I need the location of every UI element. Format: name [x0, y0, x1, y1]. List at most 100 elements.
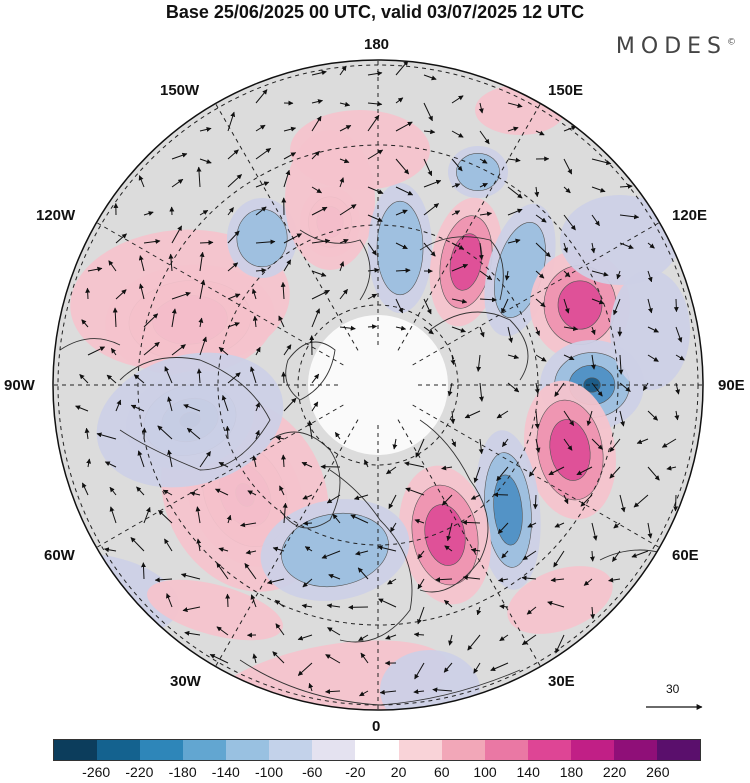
wind-arrow	[423, 74, 437, 81]
wind-arrow	[507, 354, 520, 360]
wind-arrow	[619, 242, 634, 249]
wind-arrow	[507, 326, 514, 344]
wind-arrow	[255, 239, 276, 245]
wind-arrow	[199, 158, 212, 164]
wind-arrow	[274, 599, 285, 608]
wind-arrow	[395, 60, 409, 76]
wind-arrow	[218, 461, 229, 468]
wind-arrow	[435, 577, 453, 583]
wind-arrow	[378, 598, 397, 608]
wind-arrow	[297, 634, 313, 641]
wind-arrow	[586, 410, 593, 426]
colorbar-tick-label: -180	[168, 764, 197, 780]
wind-arrow	[199, 279, 206, 300]
wind-arrow	[647, 354, 659, 362]
colorbar-cell	[656, 740, 700, 760]
wind-arrow	[534, 382, 540, 394]
wind-arrow	[171, 308, 177, 328]
wind-arrow	[591, 382, 603, 397]
wind-arrow	[478, 102, 484, 114]
wind-arrow	[244, 563, 257, 580]
wind-arrow	[522, 550, 537, 561]
wind-arrow	[535, 270, 545, 279]
wind-arrow	[619, 183, 633, 189]
wind-arrow	[417, 550, 425, 559]
wind-arrow	[311, 186, 322, 194]
wind-arrow	[563, 326, 579, 332]
wind-arrow	[451, 242, 465, 250]
wind-arrow	[661, 438, 677, 448]
colorbar-tick-label: 180	[559, 764, 584, 780]
colorbar-ticks: -260 -220 -180 -140 -100 -60 -20 20 60 100 140 180 2…	[53, 764, 701, 782]
wind-arrow	[451, 95, 464, 104]
wind-arrow	[255, 206, 267, 216]
wind-arrow	[218, 346, 229, 356]
colorbar-cell	[97, 740, 141, 760]
wind-arrow	[535, 438, 541, 453]
wind-arrow	[470, 547, 481, 553]
wind-arrow	[198, 317, 204, 328]
wind-arrow	[395, 121, 413, 132]
wind-arrow	[275, 435, 285, 441]
wind-arrow	[548, 466, 565, 476]
wind-arrow	[479, 183, 488, 188]
wind-arrow	[501, 298, 509, 314]
meridian-line	[212, 98, 359, 351]
wind-arrow	[339, 239, 349, 244]
wind-arrow	[184, 630, 201, 636]
wind-arrow	[444, 599, 453, 608]
wind-arrow	[328, 573, 341, 580]
wind-arrow	[563, 354, 575, 361]
wind-arrow	[451, 438, 456, 447]
wind-arrow	[137, 450, 145, 468]
lon-label-120e: 120E	[672, 207, 708, 224]
wind-arrow	[395, 158, 410, 175]
wind-arrow	[675, 382, 681, 395]
wind-arrow	[563, 494, 569, 505]
wind-arrow	[255, 124, 266, 132]
wind-arrow	[75, 405, 89, 412]
wind-arrow	[404, 461, 425, 468]
wind-arrow	[283, 259, 292, 272]
colorbar-tick-label: -60	[302, 764, 323, 780]
wind-arrow	[479, 270, 493, 281]
wind-arrow	[339, 261, 345, 272]
wind-arrow	[563, 438, 573, 451]
wind-arrow	[377, 545, 397, 552]
wind-arrow	[249, 366, 257, 384]
wind-arrow	[563, 242, 568, 253]
wind-arrow	[395, 242, 408, 250]
wind-arrow	[227, 174, 242, 188]
wind-arrow	[167, 449, 173, 468]
wind-arrow	[227, 293, 241, 300]
wind-arrow	[647, 522, 653, 539]
wind-arrow	[613, 522, 621, 529]
pole-region	[308, 315, 448, 455]
wind-arrow	[451, 130, 464, 138]
wind-arrow	[547, 600, 565, 608]
wind-arrow	[507, 102, 523, 108]
colorbar-tick-label: 140	[516, 764, 540, 780]
lon-label-30e: 30E	[548, 673, 575, 690]
meridian-line	[212, 419, 359, 672]
wind-arrow	[576, 466, 593, 476]
wind-arrow	[554, 522, 565, 528]
wind-arrow	[189, 491, 201, 497]
wind-arrow	[367, 242, 377, 256]
wind-arrow	[414, 662, 425, 680]
wind-arrow	[196, 368, 202, 384]
wind-arrow	[501, 550, 509, 559]
wind-arrow	[473, 662, 481, 674]
wind-arrow	[311, 373, 320, 384]
wind-arrow	[281, 454, 287, 468]
wind-arrow	[84, 427, 90, 440]
wind-arrow	[619, 410, 625, 427]
wind-arrow	[182, 606, 201, 613]
wind-arrow	[673, 494, 679, 512]
wind-arrow	[308, 682, 314, 692]
wind-arrow	[171, 291, 191, 300]
positive-anomaly	[147, 579, 283, 641]
wind-arrow	[367, 214, 383, 222]
wind-arrow	[388, 494, 397, 509]
